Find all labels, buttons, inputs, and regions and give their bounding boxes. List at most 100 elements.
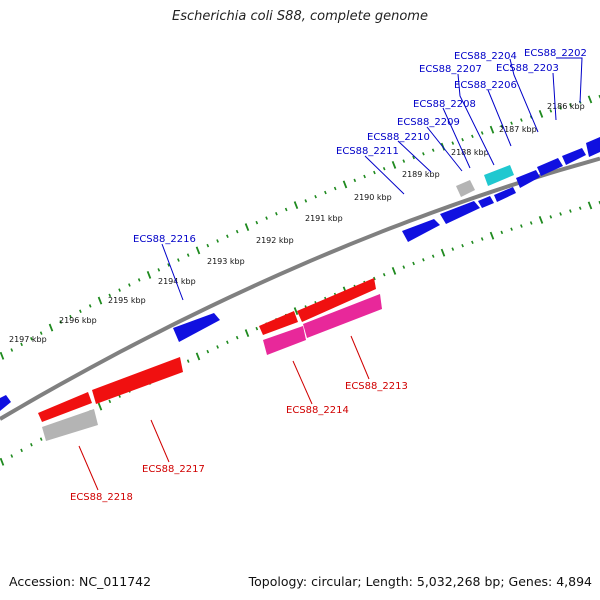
gene-arrow-ecs88-2216[interactable] — [173, 313, 220, 342]
leader-ecs88-2214 — [292, 360, 313, 405]
minor-tick — [461, 243, 464, 248]
genome-backbone — [0, 156, 600, 421]
minor-tick — [382, 272, 386, 277]
gene-arrow-red-left[interactable] — [38, 392, 92, 422]
minor-tick — [510, 121, 513, 125]
leader-ecs88-2218 — [78, 445, 99, 491]
gene-arrow-red-small[interactable] — [259, 311, 298, 335]
gene-label-ecs88-2213: ECS88_2213 — [345, 381, 408, 392]
major-tick — [244, 223, 250, 232]
minor-tick — [235, 229, 239, 234]
scale-label-2196: 2196 kbp — [59, 316, 97, 325]
leader-ecs88-2206 — [487, 89, 512, 147]
minor-tick — [471, 240, 474, 245]
scale-label-2189: 2189 kbp — [402, 170, 440, 179]
gene-arrow-ecs88-2202[interactable] — [586, 137, 600, 157]
leader-ecs88-2217 — [150, 419, 170, 463]
label-leaders — [78, 57, 583, 491]
gene-arrow-ecs88-2204[interactable] — [537, 158, 563, 176]
scale-label-2187: 2187 kbp — [499, 125, 537, 134]
leader-ecs88-2203 — [552, 72, 557, 121]
major-tick — [48, 323, 54, 332]
leader-ecs88-2209 — [426, 126, 463, 172]
major-tick — [293, 307, 299, 316]
scale-label-2190: 2190 kbp — [354, 193, 392, 202]
minor-tick — [59, 320, 63, 324]
gene-label-ecs88-2208: ECS88_2208 — [413, 99, 476, 110]
minor-tick — [108, 293, 112, 298]
scale-label-2197: 2197 kbp — [9, 335, 47, 344]
minor-tick — [480, 237, 484, 241]
minor-tick — [549, 109, 553, 113]
gene-label-ecs88-2211: ECS88_2211 — [336, 146, 399, 157]
minor-tick — [373, 276, 376, 281]
major-tick — [391, 160, 397, 169]
gene-label-ecs88-2210: ECS88_2210 — [367, 132, 430, 143]
gene-arrow-left-edge[interactable] — [0, 395, 11, 411]
leader-ecs88-2210 — [397, 140, 432, 173]
gene-arrow-ecs88-2214[interactable] — [263, 326, 306, 355]
minor-tick — [275, 211, 278, 216]
gene-arrow-ecs88-2212[interactable] — [402, 219, 440, 242]
gene-arrow-ecs88-2210[interactable] — [478, 196, 494, 208]
minor-tick — [177, 258, 180, 262]
minor-tick — [333, 186, 337, 191]
minor-tick — [186, 359, 190, 363]
minor-tick — [431, 148, 435, 152]
minor-tick — [137, 278, 141, 282]
minor-tick — [510, 227, 513, 231]
minor-tick — [186, 253, 190, 257]
major-tick — [146, 270, 152, 279]
minor-tick — [88, 304, 92, 308]
minor-tick — [402, 265, 406, 269]
minor-tick — [39, 437, 43, 441]
map-title: Escherichia coli S88, complete genome — [172, 9, 428, 24]
minor-tick — [118, 288, 121, 292]
gene-label-ecs88-2203: ECS88_2203 — [496, 63, 559, 74]
minor-tick — [79, 309, 82, 314]
major-tick — [489, 125, 495, 134]
gene-arrow-ecs88-2208[interactable] — [456, 180, 475, 197]
minor-tick — [373, 170, 376, 175]
minor-tick — [30, 336, 33, 341]
gene-label-ecs88-2209: ECS88_2209 — [397, 117, 460, 128]
major-tick — [97, 296, 103, 305]
scale-ticks — [0, 94, 600, 466]
gene-arrow-ecs88-2203[interactable] — [562, 148, 586, 165]
minor-tick — [304, 199, 308, 203]
minor-tick — [402, 159, 406, 163]
minor-tick — [578, 206, 582, 210]
scale-label-2194: 2194 kbp — [158, 277, 196, 286]
gene-arrow-ecs88-2211[interactable] — [440, 201, 480, 224]
minor-tick — [206, 349, 210, 354]
minor-tick — [255, 220, 259, 225]
gene-arrow-ecs88-2206[interactable] — [484, 165, 514, 186]
minor-tick — [461, 137, 464, 142]
leader-ecs88-2216 — [161, 243, 184, 301]
minor-tick — [216, 345, 219, 349]
gene-arrow-ecs88-2209[interactable] — [494, 187, 516, 202]
minor-tick — [265, 216, 268, 220]
minor-tick — [235, 335, 239, 340]
minor-tick — [500, 124, 504, 129]
scale-labels: 2186 kbp 2187 kbp 2188 kbp 2189 kbp 2190… — [9, 102, 585, 344]
minor-tick — [451, 247, 455, 251]
major-tick — [440, 248, 446, 257]
backbone-line — [0, 156, 600, 421]
gene-arrow-ecs88-2217[interactable] — [92, 357, 183, 404]
gene-label-ecs88-2202: ECS88_2202 — [524, 48, 587, 59]
minor-tick — [128, 283, 131, 287]
gene-arrow-red-upper-right[interactable] — [297, 278, 376, 322]
gene-label-ecs88-2218: ECS88_2218 — [70, 492, 133, 503]
minor-tick — [549, 215, 553, 219]
scale-label-2193: 2193 kbp — [207, 257, 245, 266]
gene-label-ecs88-2217: ECS88_2217 — [142, 464, 205, 475]
gene-arrow-ecs88-2218[interactable] — [42, 409, 98, 441]
minor-tick — [569, 103, 572, 107]
scale-label-2188: 2188 kbp — [451, 148, 489, 157]
minor-tick — [471, 134, 474, 139]
gene-arrow-ecs88-2213[interactable] — [303, 294, 382, 338]
leader-ecs88-2208 — [442, 107, 471, 169]
gene-arrow-ecs88-2207[interactable] — [516, 170, 540, 188]
